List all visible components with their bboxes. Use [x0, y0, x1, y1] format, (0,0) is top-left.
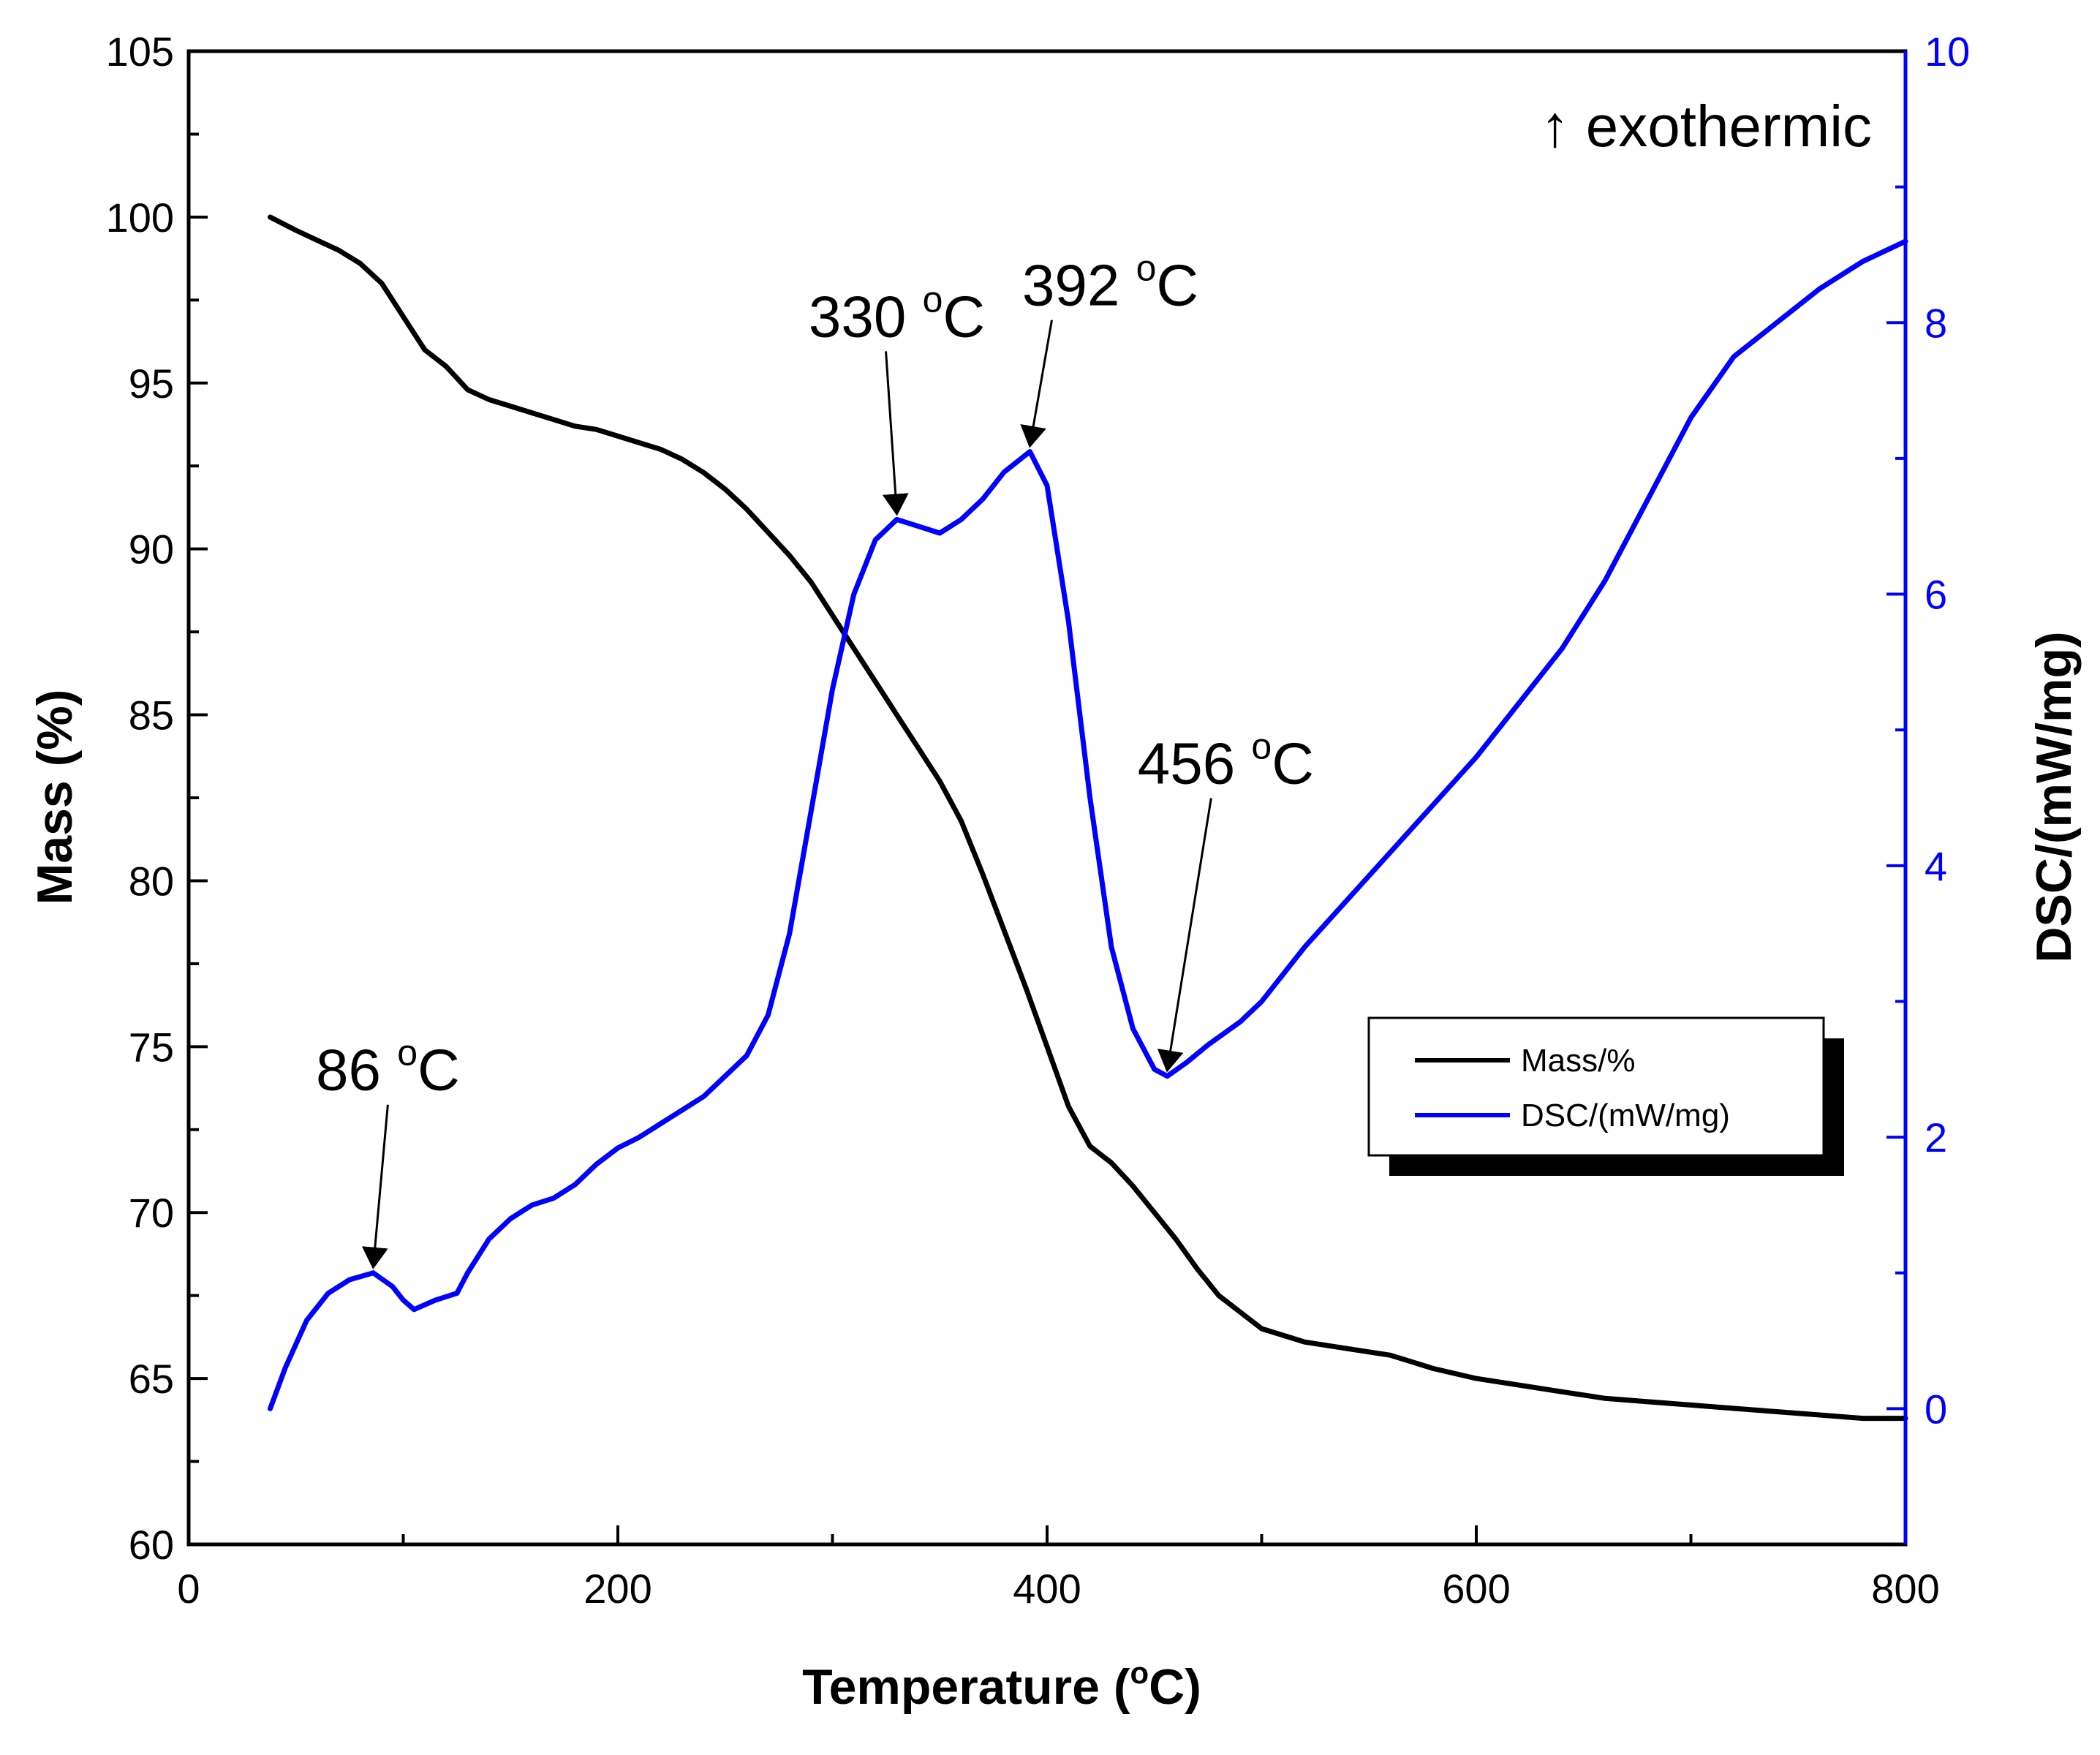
annotation-label: 392 oC: [1022, 248, 1198, 318]
annotation-unit: C: [1272, 731, 1314, 796]
annotation-value: 392: [1022, 253, 1136, 318]
x-tick-label: 0: [177, 1566, 200, 1612]
legend: Mass/% DSC/(mW/mg): [1367, 1016, 1844, 1176]
annotation-label: 86 oC: [316, 1033, 460, 1103]
y-right-tick-label: 10: [1925, 29, 1970, 75]
x-axis-title-main: Temperature (: [802, 1659, 1130, 1715]
annotation-unit: C: [1156, 253, 1198, 318]
annotation-arrow: [1157, 798, 1212, 1073]
legend-mass-label: Mass/%: [1521, 1043, 1635, 1079]
y-right-axis-title: DSC/(mW/mg): [2026, 631, 2082, 962]
y-left-tick-label: 60: [129, 1522, 174, 1568]
annotation-degree: o: [1251, 726, 1272, 767]
annotation-arrow: [361, 1104, 389, 1269]
x-tick-label: 200: [583, 1566, 651, 1612]
annotation-degree: o: [923, 279, 943, 320]
y-left-tick-label: 100: [106, 195, 174, 241]
y-right-tick-label: 6: [1925, 572, 1947, 618]
annotation-value: 330: [809, 284, 923, 349]
series-layer: [268, 214, 1908, 1422]
y-left-tick-label: 80: [129, 858, 174, 904]
y-left-tick-label: 85: [129, 692, 174, 739]
y-left-tick-label: 65: [129, 1356, 174, 1402]
y-left-tick-label: 90: [129, 526, 174, 573]
annotation-value: 86: [316, 1038, 397, 1103]
x-tick-label: 600: [1442, 1566, 1510, 1612]
legend-box: [1367, 1016, 1825, 1157]
dsc-series-line: [268, 238, 1908, 1411]
y-left-tick-label: 95: [129, 361, 174, 407]
x-tick-label: 400: [1013, 1566, 1081, 1612]
tick-labels: 0 200 400 600 800 60 65 70 75 80 85 90 95 100 105 0 2 4 6 8…: [106, 29, 1971, 1612]
x-tick-label: 800: [1871, 1566, 1939, 1612]
y-left-tick-label: 75: [129, 1024, 174, 1070]
y-left-tick-label: 105: [106, 29, 174, 75]
annotation-arrow: [882, 351, 909, 516]
y-right-tick-label: 8: [1925, 300, 1947, 346]
x-axis-title-sup: o: [1130, 1656, 1149, 1690]
annotation-arrow: [1020, 320, 1053, 448]
x-axis-title: Temperature (oC): [802, 1656, 1201, 1715]
y-left-axis-title: Mass (%): [27, 690, 83, 905]
annotation-label: 456 oC: [1138, 726, 1314, 796]
exothermic-note: ↑ exothermic: [1541, 94, 1872, 159]
annotation-unit: C: [943, 284, 985, 349]
y-left-tick-label: 70: [129, 1190, 174, 1236]
annotation-label: 330 oC: [809, 279, 985, 349]
annotation-unit: C: [418, 1038, 460, 1103]
legend-dsc-label: DSC/(mW/mg): [1521, 1098, 1730, 1133]
annotation-degree: o: [1136, 248, 1157, 289]
y-right-tick-label: 0: [1925, 1386, 1947, 1432]
annotation-value: 456: [1138, 731, 1252, 796]
annotation-degree: o: [397, 1033, 418, 1073]
y-right-tick-label: 4: [1925, 843, 1947, 889]
mass-series-line: [268, 214, 1908, 1422]
x-axis-title-unit: C): [1149, 1659, 1201, 1715]
y-right-tick-label: 2: [1925, 1114, 1947, 1160]
